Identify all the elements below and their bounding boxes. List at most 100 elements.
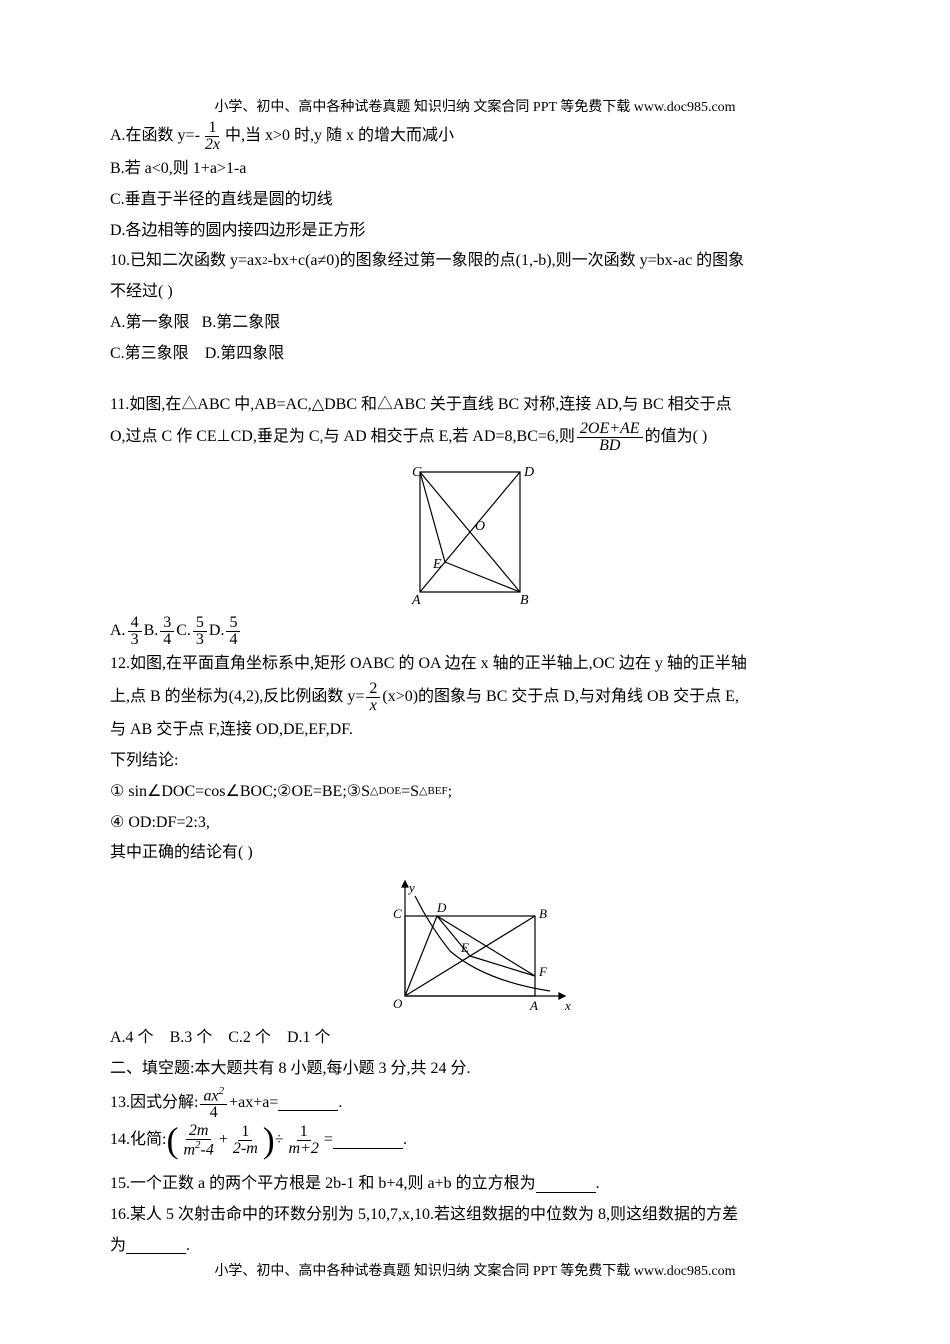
frac-den: BD (596, 438, 623, 454)
frac-num-exp: 2 (219, 1085, 225, 1097)
q12-stem1: 12.如图,在平面直角坐标系中,矩形 OABC 的 OA 边在 x 轴的正半轴上… (110, 650, 840, 679)
frac-den: m2-4 (180, 1140, 216, 1158)
frac-den: 2x (202, 137, 223, 153)
q15-period: . (596, 1170, 600, 1199)
label-d: D (436, 900, 447, 915)
q16-l2: 为 . (110, 1232, 840, 1261)
q12-c: C.2 个 (228, 1024, 271, 1053)
q12-a: A.4 个 (110, 1024, 154, 1053)
q9-a-fraction: 1 2x (202, 120, 223, 153)
q11-diagram: C D O E A B (110, 462, 840, 607)
q16-l2-text: 为 (110, 1232, 126, 1261)
frac-num: 2m (186, 1123, 212, 1140)
frac-num-base: ax (203, 1087, 218, 1104)
q12-svg: y x O A B C D E F (375, 876, 575, 1016)
q16-l1: 16.某人 5 次射击命中的环数分别为 5,10,7,x,10.若这组数据的中位… (110, 1201, 840, 1230)
frac-num: 3 (160, 615, 174, 632)
q12-c1: ① sin∠DOC=cos∠BOC;②OE=BE;③S△DOE=S△BEF; (110, 778, 840, 807)
q10-c: C.第三象限 (110, 340, 189, 369)
q12-stem3: 与 AB 交于点 F,连接 OD,DE,EF,DF. (110, 716, 840, 745)
section-2-heading: 二、填空题:本大题共有 8 小题,每小题 3 分,共 24 分. (110, 1055, 840, 1084)
frac-den: 4 (207, 1105, 221, 1121)
q9-option-b: B.若 a<0,则 1+a>1-a (110, 155, 840, 184)
label-y: y (407, 880, 415, 895)
q10-stem3: 不经过( ) (110, 278, 840, 307)
q10-stem1: 10.已知二次函数 y=ax (110, 247, 262, 276)
frac-den: 4 (226, 632, 240, 648)
q10-options-ab: A.第一象限 B.第二象限 (110, 309, 840, 338)
frac-den: 3 (193, 632, 207, 648)
label-f: F (538, 964, 548, 979)
q13-fraction: ax2 4 (200, 1086, 227, 1121)
q13-period: . (338, 1089, 342, 1118)
q10-b: B.第二象限 (202, 309, 281, 338)
frac-den: x (367, 698, 380, 714)
q14-paren-group: ( 2m m2-4 + 1 2-m ) (166, 1123, 274, 1158)
q11-d-frac: 54 (226, 615, 240, 648)
q11-fraction: 2OE+AE BD (577, 421, 643, 454)
q12-d: D.1 个 (287, 1024, 331, 1053)
label-e: E (460, 940, 469, 955)
q14-eq: = (324, 1126, 333, 1155)
paren-left: ( (166, 1126, 178, 1155)
den-a: m (183, 1141, 195, 1158)
q12-c2: ④ OD:DF=2:3, (110, 809, 840, 838)
q12-stem4: 下列结论: (110, 747, 840, 776)
q11-stem2: O,过点 C 作 CE⊥CD,垂足为 C,与 AD 相交于点 E,若 AD=8,… (110, 421, 840, 454)
q12-stem5: 其中正确的结论有( ) (110, 839, 840, 868)
label-b: B (539, 906, 547, 921)
q11-b-frac: 34 (160, 615, 174, 648)
q12-c1sub1: △DOE (370, 782, 401, 802)
q11-stem2b: 的值为( ) (645, 423, 708, 452)
q15-text: 15.一个正数 a 的两个平方根是 2b-1 和 b+4,则 a+b 的立方根为 (110, 1170, 536, 1199)
q12-c1sub2: △BEF (419, 782, 448, 802)
paren-right: ) (263, 1126, 275, 1155)
q12-diagram: y x O A B C D E F (110, 876, 840, 1016)
page-header: 小学、初中、高中各种试卷真题 知识归纳 文案合同 PPT 等免费下载 www.d… (0, 95, 950, 120)
q14-t2: 1 2-m (230, 1124, 261, 1157)
q11-stem1: 11.如图,在△ABC 中,AB=AC,△DBC 和△ABC 关于直线 BC 对… (110, 391, 840, 420)
q12-stem2: 上,点 B 的坐标为(4,2),反比例函数 y= 2 x (x>0)的图象与 B… (110, 681, 840, 714)
q14-t3: 1 m+2 (286, 1124, 322, 1157)
q12-c1c: ; (448, 778, 452, 807)
q9-a-prefix: A.在函数 y=- (110, 122, 200, 151)
label-a: A (529, 998, 538, 1013)
frac-den: m+2 (286, 1141, 322, 1157)
label-o: O (393, 996, 403, 1011)
q11-svg: C D O E A B (400, 462, 550, 607)
q10-options-cd: C.第三象限 D.第四象限 (110, 340, 840, 369)
q14-pre: 14.化简: (110, 1126, 166, 1155)
q9-a-suffix: 中,当 x>0 时,y 随 x 的增大而减小 (225, 122, 454, 151)
frac-den: 4 (160, 632, 174, 648)
q14-period: . (403, 1126, 407, 1155)
q16-period: . (186, 1232, 190, 1261)
q11-options: A. 43 B. 34 C. 53 D. 54 (110, 615, 840, 648)
label-x: x (564, 998, 571, 1013)
frac-num: 1 (297, 1124, 311, 1141)
frac-num: 2 (366, 681, 380, 698)
den-b: -4 (201, 1141, 214, 1158)
q12-fraction: 2 x (366, 681, 380, 714)
label-c: C (393, 906, 402, 921)
label-b: B (520, 593, 529, 607)
q14-blank (333, 1133, 403, 1149)
q11-c-frac: 53 (193, 615, 207, 648)
q16-blank (126, 1238, 186, 1254)
q15: 15.一个正数 a 的两个平方根是 2b-1 和 b+4,则 a+b 的立方根为… (110, 1170, 840, 1199)
frac-num: 1 (238, 1124, 252, 1141)
q12-c1b: =S (401, 778, 419, 807)
frac-den: 2-m (230, 1141, 261, 1157)
q10-stem2: -bx+c(a≠0)的图象经过第一象限的点(1,-b),则一次函数 y=bx-a… (268, 247, 745, 276)
q14: 14.化简: ( 2m m2-4 + 1 2-m ) ÷ 1 m+2 = . (110, 1123, 840, 1158)
frac-num: 1 (205, 120, 219, 137)
q12-b: B.3 个 (170, 1024, 213, 1053)
frac-num: 5 (226, 615, 240, 632)
frac-num: 4 (128, 615, 142, 632)
q11-d-pre: D. (209, 617, 225, 646)
frac-num: ax2 (200, 1086, 227, 1105)
q13-blank (278, 1095, 338, 1111)
q10-stem: 10.已知二次函数 y=ax2-bx+c(a≠0)的图象经过第一象限的点(1,-… (110, 247, 840, 276)
q12-stem2b: (x>0)的图象与 BC 交于点 D,与对角线 OB 交于点 E, (382, 683, 739, 712)
q11-stem2a: O,过点 C 作 CE⊥CD,垂足为 C,与 AD 相交于点 E,若 AD=8,… (110, 423, 575, 452)
label-o: O (475, 519, 485, 534)
